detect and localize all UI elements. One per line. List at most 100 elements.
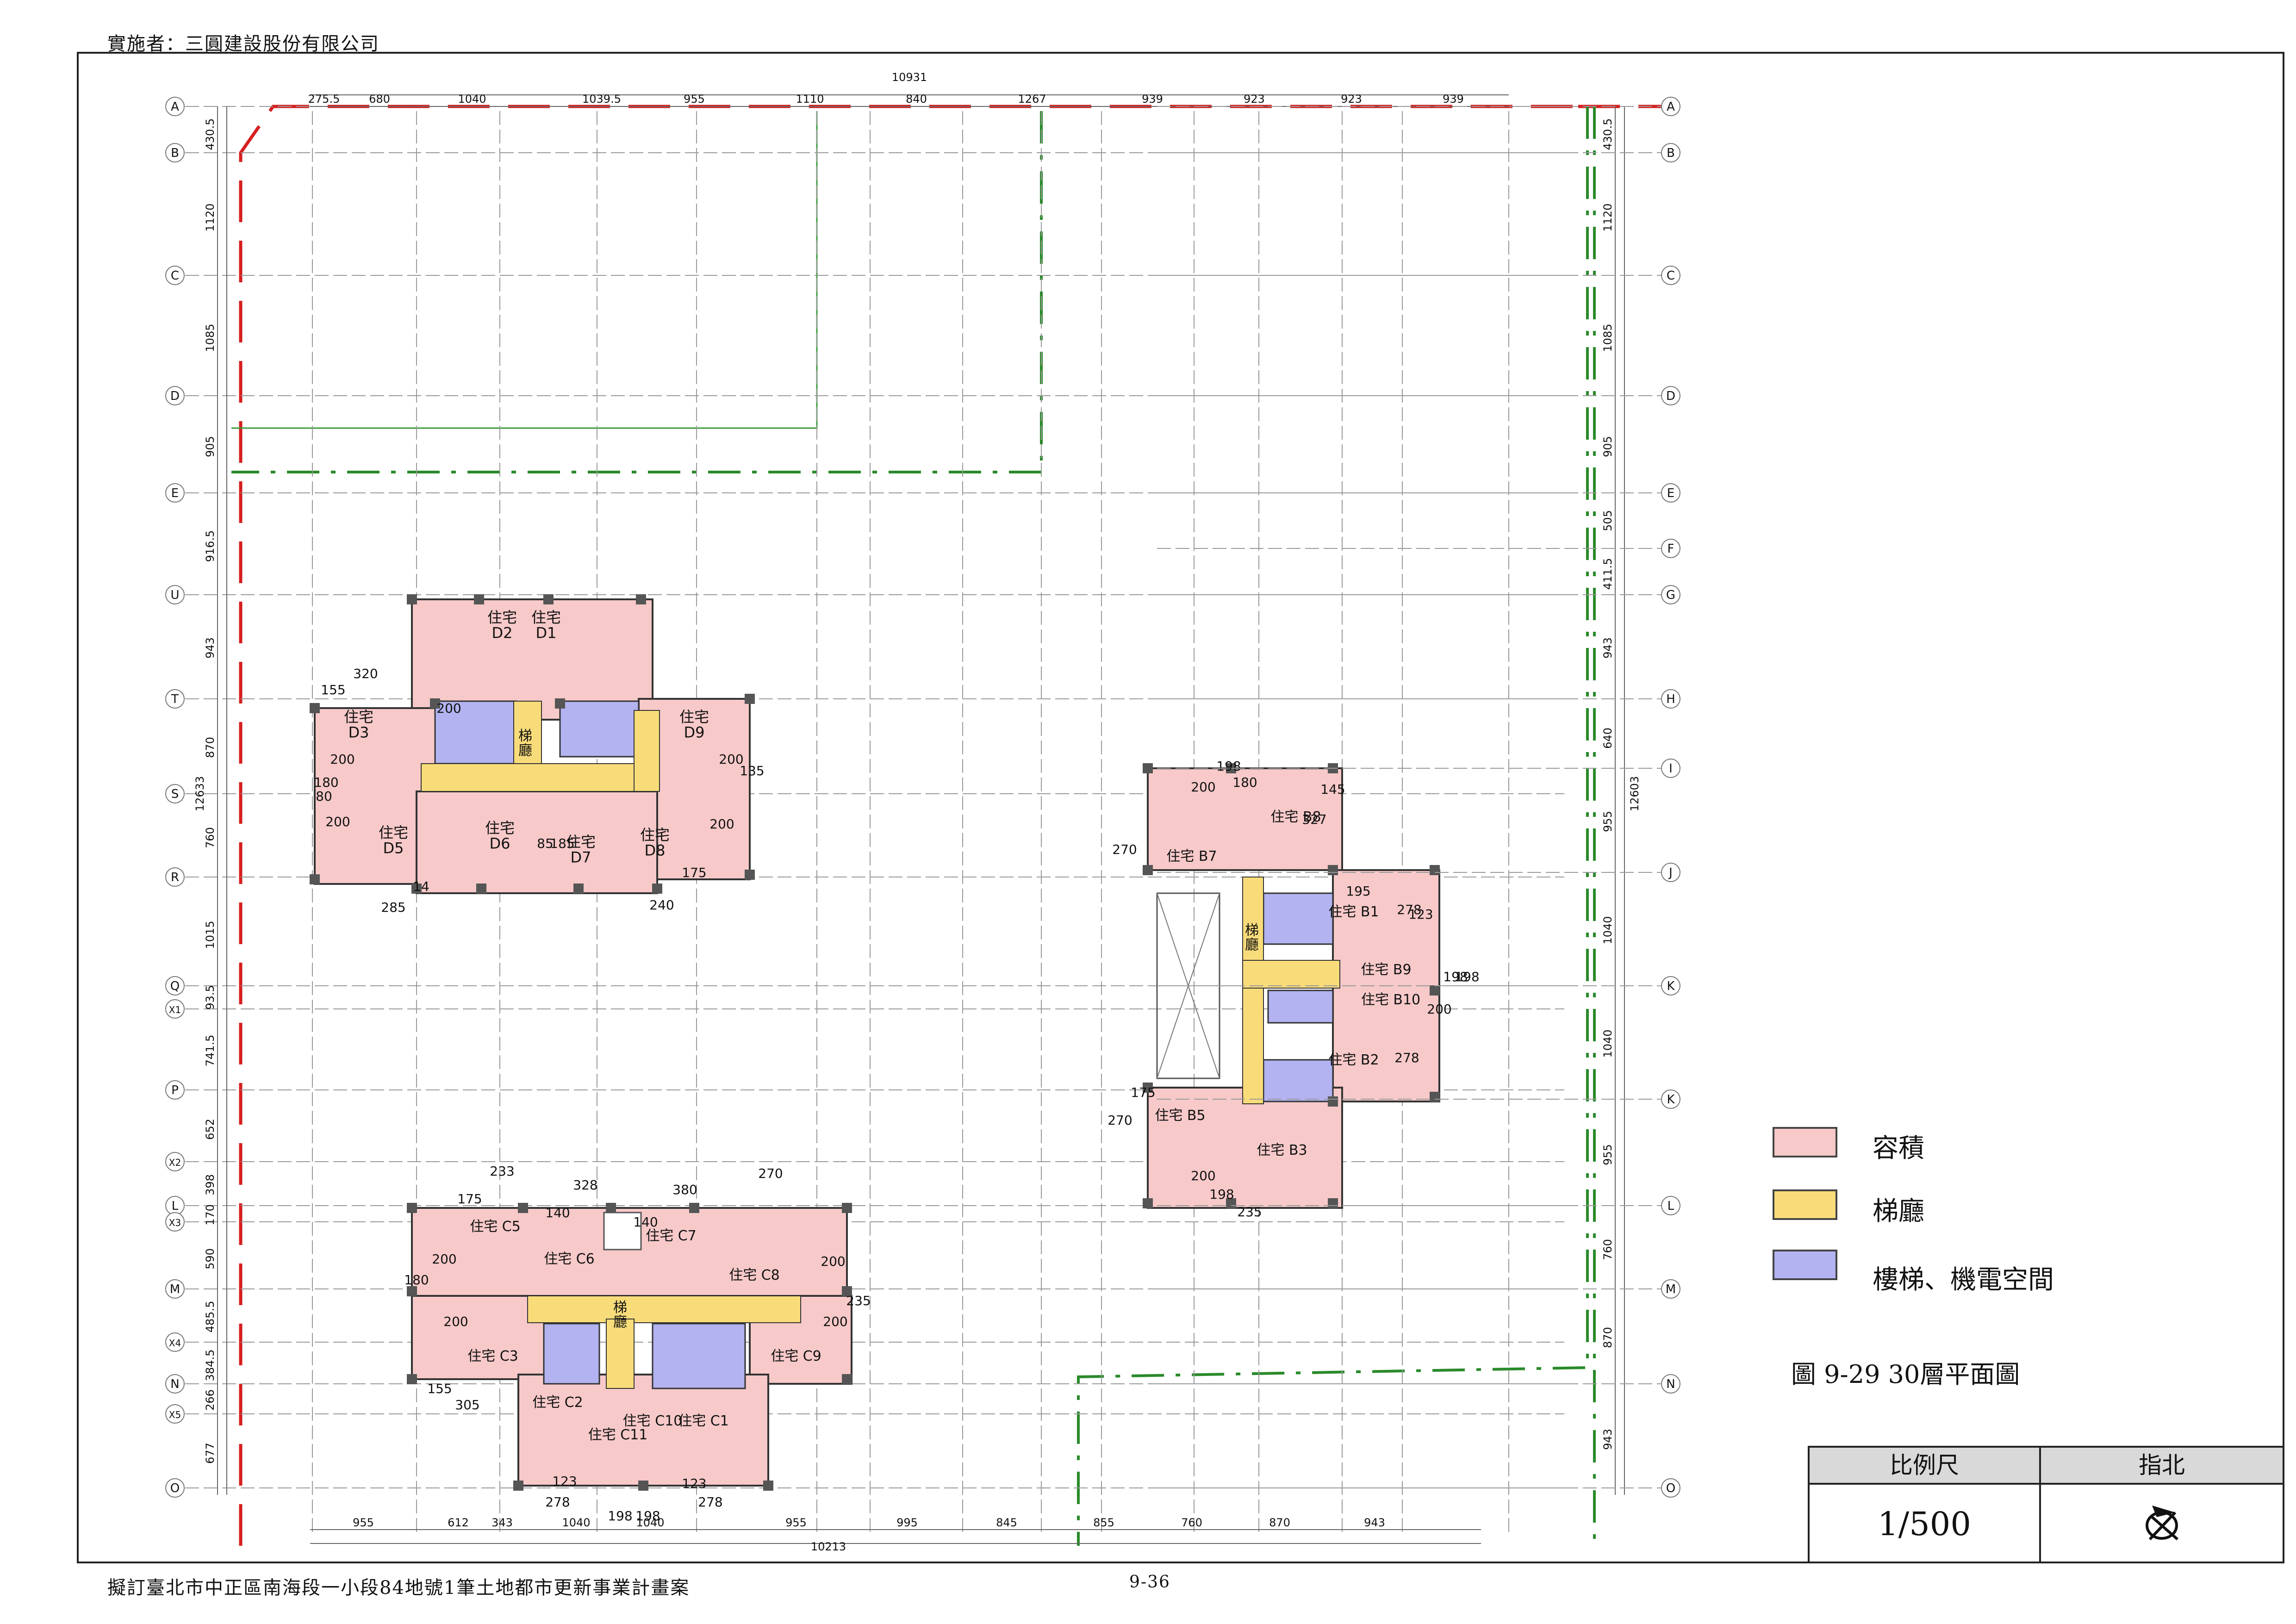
column (474, 594, 484, 604)
grid-label-left: P (171, 1083, 179, 1097)
unit-label-d: D3 (348, 724, 369, 741)
dim-right: 1040 (1601, 916, 1614, 944)
dim-bottom: 1040 (636, 1516, 664, 1529)
grid-bubble-left (165, 1279, 185, 1299)
grid-bubble-left (165, 97, 185, 116)
grid-bubble-left (165, 976, 185, 996)
stair-hall-label-c: 廳 (613, 1314, 627, 1331)
grid-label-left: L (172, 1199, 179, 1213)
grid-bubble-right (1661, 689, 1680, 709)
dim-building-c: 270 (758, 1166, 783, 1181)
grid-label-right: K (1667, 1093, 1675, 1107)
dim-building-d: 200 (436, 701, 461, 716)
grid-bubble-right (1661, 97, 1680, 116)
dim-right: 943 (1601, 1429, 1614, 1450)
column (555, 698, 565, 709)
unit-label-c: 住宅 C10 (623, 1413, 683, 1429)
grid-label-right: K (1667, 979, 1675, 993)
dim-building-d: 80 (316, 789, 332, 804)
dim-top: 1110 (796, 93, 824, 106)
dim-building-b: 200 (1191, 1168, 1215, 1183)
columns (310, 594, 1440, 1491)
dim-building-c: 328 (573, 1177, 597, 1193)
dim-right: 905 (1601, 436, 1614, 457)
dim-right: 1040 (1601, 1029, 1614, 1058)
dim-left: 916.5 (204, 530, 217, 562)
dim-top: 923 (1244, 93, 1265, 106)
dim-right: 955 (1601, 1144, 1614, 1165)
column (842, 1203, 852, 1213)
unit-label-d: D8 (645, 842, 666, 859)
unit-label-d: D5 (383, 840, 404, 857)
dim-left: 1085 (204, 324, 217, 352)
dim-left: 93.5 (204, 985, 217, 1009)
dim-building-b: 180 (1232, 775, 1257, 790)
grid-bubbles: A B C D E U T S R Q X1 P X2 L X3 M X4 N X5 O A B C D E F G H I J K K L M N… (165, 97, 1680, 1498)
dim-building-c: 198 (635, 1508, 660, 1524)
dim-building-c: 200 (432, 1251, 456, 1267)
column (652, 884, 662, 894)
dim-building-d: 285 (381, 900, 405, 915)
grid-label-left: X1 (169, 1004, 181, 1015)
dim-building-b: 198 (1455, 969, 1479, 984)
unit-label-c: 住宅 C6 (544, 1251, 595, 1267)
dim-bottom: 612 (448, 1516, 469, 1529)
grid-label-right: F (1668, 542, 1674, 556)
dim-right-total: 12603 (1628, 776, 1641, 811)
column (1328, 1096, 1338, 1107)
implementer-label: 實施者：三圓建設股份有限公司 (107, 33, 380, 55)
grid-bubble-right (1661, 539, 1680, 558)
dim-left: 760 (204, 827, 217, 848)
unit-label-c: 住宅 C11 (588, 1427, 648, 1443)
grid-bubble-left (165, 784, 185, 803)
unit-label-d: D2 (492, 624, 513, 642)
dim-bottom-total: 10213 (811, 1540, 846, 1553)
dim-building-b: 198 (1216, 759, 1241, 774)
column (407, 1203, 417, 1213)
unit-label-d: D1 (536, 624, 557, 642)
column (407, 1374, 417, 1384)
grid-label-right: H (1666, 692, 1675, 706)
dim-top: 680 (369, 93, 390, 106)
dim-building-c: 200 (821, 1254, 845, 1269)
dim-building-c: 200 (823, 1314, 847, 1329)
grid-bubble-left (165, 1374, 185, 1394)
column (1430, 1092, 1440, 1102)
dim-building-c: 198 (608, 1508, 632, 1524)
grid-bubble-left (165, 585, 185, 604)
dim-right: 943 (1601, 637, 1614, 659)
dim-top: 1267 (1018, 93, 1046, 106)
grid-bubble-left (165, 1332, 185, 1352)
dimension-labels: 275.5 680 1040 1039.5 955 1110 840 1267 939 923 92… (193, 71, 1641, 1553)
dim-left: 590 (204, 1248, 217, 1269)
grid-label-left: X4 (169, 1338, 181, 1349)
dim-bottom: 995 (896, 1516, 918, 1529)
dim-bottom: 845 (996, 1516, 1017, 1529)
column (407, 1286, 417, 1296)
grid-bubble-left (165, 999, 185, 1019)
grid-label-left: X3 (169, 1217, 181, 1228)
dim-left: 652 (204, 1119, 217, 1140)
legend-swatch-stairs-mep (1773, 1250, 1837, 1280)
unit-label-d: 住宅 (531, 609, 561, 626)
grid-label-right: A (1667, 100, 1675, 114)
legend-label-stair-hall: 梯廳 (1873, 1196, 1924, 1226)
grid-label-left: T (171, 692, 179, 706)
dim-right: 1120 (1601, 203, 1614, 231)
grid-bubble-right (1661, 266, 1680, 285)
dim-building-d: 185 (550, 836, 574, 851)
drawing-frame (77, 52, 2284, 1563)
building-d (314, 598, 751, 894)
dim-building-d: 200 (330, 752, 355, 767)
grid-bubble-left (165, 386, 185, 405)
grid-label-right: L (1668, 1199, 1674, 1213)
grid-bubble-left (165, 1152, 185, 1171)
unit-label-d: 住宅 (679, 708, 709, 726)
dim-building-c: 278 (545, 1494, 570, 1510)
column (1430, 865, 1440, 875)
legend-swatch-floor-area (1773, 1127, 1837, 1157)
grid-bubble-left (165, 266, 185, 285)
